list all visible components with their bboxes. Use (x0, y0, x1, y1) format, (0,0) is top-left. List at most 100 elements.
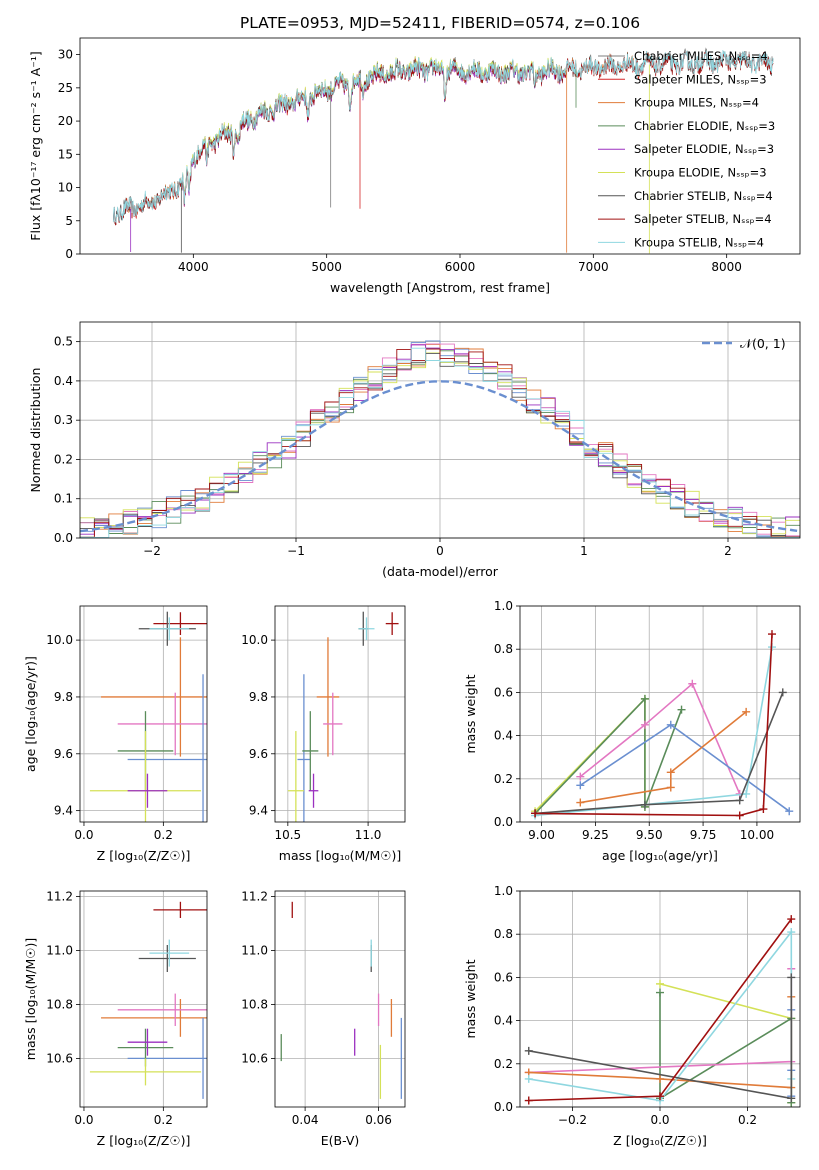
x-tick-label: 1 (580, 544, 588, 558)
weight-marker (787, 928, 796, 937)
weight-marker (666, 720, 675, 729)
age-vs-mass-grid (275, 606, 405, 822)
weight-marker (759, 805, 768, 814)
y-tick-label: 0.5 (54, 335, 73, 349)
residuals-ylabel: Normed distribution (28, 368, 43, 493)
y-tick-label: 30 (58, 48, 73, 62)
x-tick-label: 2 (724, 544, 732, 558)
y-tick-label: 10.8 (46, 997, 73, 1011)
weight-marker (524, 1096, 533, 1105)
y-tick-label: 10.0 (241, 633, 268, 647)
x-tick-label: −2 (143, 544, 161, 558)
spectrum-ylabel: Flux [fλ10⁻¹⁷ erg cm⁻² s⁻¹ A⁻¹] (28, 51, 43, 240)
y-tick-label: 11.2 (241, 889, 268, 903)
weight-marker (666, 783, 675, 792)
y-tick-label: 10.0 (46, 633, 73, 647)
weight-series-line (659, 983, 793, 1103)
weight-marker (640, 800, 649, 809)
weight-marker (576, 772, 585, 781)
mass-vs-ebv-axes: 0.04 0.06 10.6 10.8 11.0 11.2 E(B-V) (241, 889, 406, 1148)
age-vs-mass-axes: 10.5 11.0 9.4 9.6 9.8 10.0 mass [log₁₀(M/M☉)] (241, 605, 406, 863)
weight-series-line (579, 723, 790, 812)
gaussian-curve (80, 380, 798, 533)
weight-marker (778, 688, 787, 697)
y-tick-label: 0.2 (54, 452, 73, 466)
residuals-axes: −2 −1 0 1 2 0.0 0.1 0.2 0.3 0.4 0.5 (data-model)/er… (28, 321, 801, 579)
y-tick-label: 0.0 (494, 1100, 513, 1114)
mass-vs-z-xlabel: Z [log₁₀(Z/Z☉)] (97, 1133, 191, 1148)
x-tick-label: 0.0 (74, 828, 93, 842)
weight-vs-age-frame (519, 605, 801, 823)
mass-vs-ebv-panel: 0.04 0.06 10.6 10.8 11.0 11.2 E(B-V) (241, 889, 406, 1148)
x-tick-label: −1 (287, 544, 305, 558)
x-tick-label: 0.0 (74, 1113, 93, 1127)
x-tick-label: 0.06 (365, 1113, 392, 1127)
age-vs-mass-panel: 10.5 11.0 9.4 9.6 9.8 10.0 mass [log₁₀(M/M☉)] (241, 605, 406, 863)
mass-vs-z-ylabel: mass [log₁₀(M/M☉)] (23, 938, 38, 1060)
x-tick-label: 0.2 (154, 1113, 173, 1127)
y-tick-label: 0.8 (494, 642, 513, 656)
y-tick-label: 9.8 (249, 690, 268, 704)
weight-marker (576, 781, 585, 790)
y-tick-label: 10.8 (241, 997, 268, 1011)
age-vs-z-xlabel: Z [log₁₀(Z/Z☉)] (97, 848, 191, 863)
weight-marker (677, 705, 686, 714)
weight-series-line (535, 692, 784, 815)
weight-series-line (580, 711, 747, 804)
spectrum-legend: Chabrier MILES, Nₛₛₚ=4 Salpeter MILES, Nₛ… (598, 49, 775, 249)
legend-label: Chabrier ELODIE, Nₛₛₚ=3 (634, 119, 775, 133)
y-tick-label: 9.4 (54, 804, 73, 818)
y-tick-label: 10.6 (241, 1051, 268, 1065)
mass-vs-z-grid (80, 891, 207, 1107)
weight-marker (656, 1074, 664, 1083)
weight-marker (656, 988, 664, 997)
x-tick-label: 0.0 (650, 1113, 669, 1127)
y-tick-label: 9.6 (54, 747, 73, 761)
weight-vs-z-xlabel: Z [log₁₀(Z/Z☉)] (613, 1133, 707, 1148)
y-tick-label: 0.1 (54, 492, 73, 506)
x-tick-label: 10.00 (740, 828, 774, 842)
age-vs-mass-frame (274, 605, 406, 823)
weight-marker (640, 720, 649, 729)
x-tick-label: 0.04 (292, 1113, 319, 1127)
y-tick-label: 0.6 (494, 970, 513, 984)
y-tick-label: 11.0 (241, 943, 268, 957)
x-tick-label: 5000 (311, 260, 342, 274)
weight-vs-age-ylabel: mass weight (463, 674, 478, 753)
weight-vs-z-panel: −0.2 0.0 0.2 0.0 0.2 0.4 0.6 0.8 1.0 Z [log₁₀(Z/Z… (463, 884, 801, 1148)
mass-vs-z-frame (79, 890, 208, 1108)
age-vs-z-frame (79, 605, 208, 823)
histogram-series (80, 348, 800, 538)
weight-marker (688, 679, 697, 688)
y-tick-label: 0.0 (54, 531, 73, 545)
weight-marker (787, 973, 796, 982)
x-tick-label: 7000 (578, 260, 609, 274)
weight-series-line (535, 646, 773, 817)
y-tick-label: 0.4 (494, 1014, 513, 1028)
weight-vs-z-plot-area (524, 915, 796, 1107)
weight-marker (524, 1046, 533, 1055)
y-tick-label: 11.0 (46, 943, 73, 957)
mass-vs-z-panel: 0.0 0.2 10.6 10.8 11.0 11.2 Z [log₁₀(Z/Z☉)] mas… (23, 889, 208, 1148)
weight-marker (735, 796, 744, 805)
y-tick-label: 11.2 (46, 889, 73, 903)
legend-label: Chabrier MILES, Nₛₛₚ=4 (634, 49, 768, 63)
mass-vs-z-plot-area (89, 901, 207, 1099)
x-tick-label: 9.25 (582, 828, 609, 842)
y-tick-label: 0.8 (494, 927, 513, 941)
residuals-plot-area (80, 340, 800, 538)
y-tick-label: 0.6 (494, 685, 513, 699)
y-tick-label: 0.4 (494, 729, 513, 743)
weight-marker (787, 915, 796, 924)
weight-vs-age-axes: 9.00 9.25 9.50 9.75 10.00 0.0 0.2 0.4 0.6 0.8 1.0 a… (463, 599, 801, 863)
residuals-legend: 𝒩(0, 1) (702, 336, 786, 351)
residuals-frame (79, 321, 801, 539)
mass-vs-ebv-frame (274, 890, 406, 1108)
weight-marker (524, 1074, 533, 1083)
residuals-panel: −2 −1 0 1 2 0.0 0.1 0.2 0.3 0.4 0.5 (data-model)/er… (28, 321, 801, 579)
weight-vs-z-frame (519, 890, 801, 1108)
y-tick-label: 0.2 (494, 1057, 513, 1071)
weight-marker (531, 809, 540, 818)
weight-marker (735, 811, 744, 820)
weight-marker (787, 1094, 796, 1103)
